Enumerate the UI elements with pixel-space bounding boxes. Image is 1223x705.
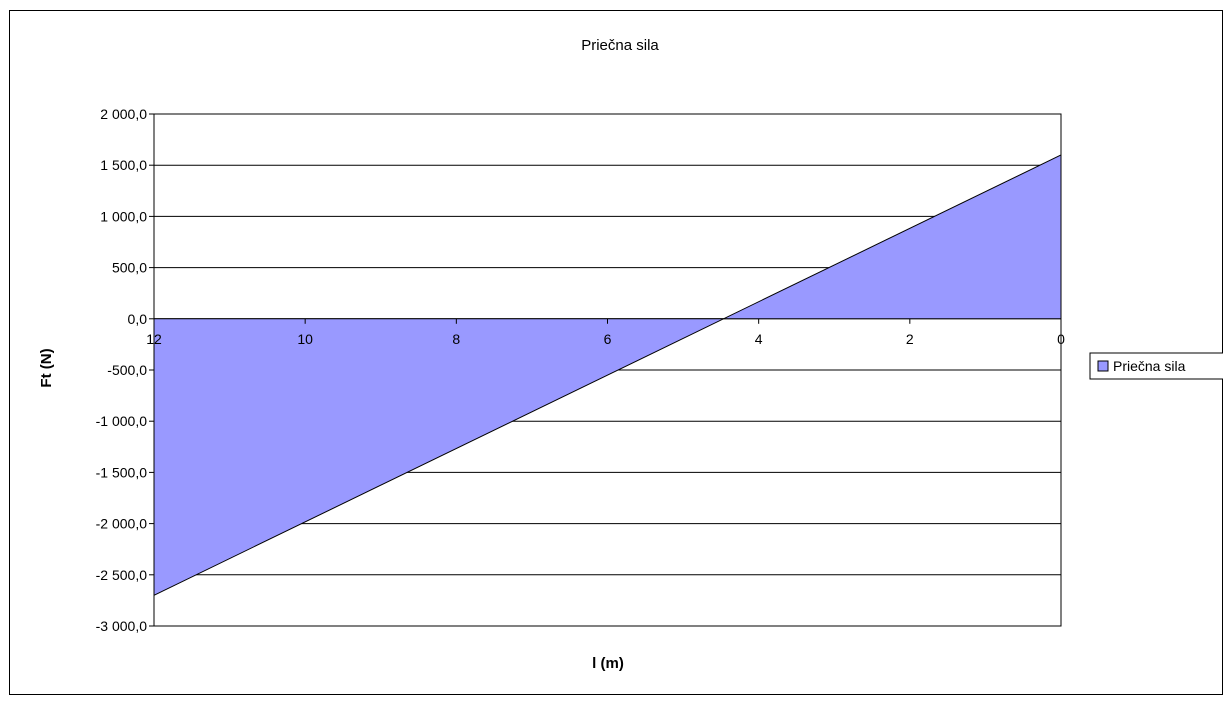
y-tick-label: 1 000,0 <box>100 208 147 224</box>
legend: Priečna sila <box>1090 353 1223 379</box>
y-axis-title: Ft (N) <box>38 348 55 387</box>
chart-title: Priečna sila <box>581 37 659 54</box>
y-tick-label: -1 000,0 <box>96 413 148 429</box>
y-tick-label: -2 000,0 <box>96 516 148 532</box>
x-tick-label: 12 <box>146 331 162 347</box>
y-tick-label: 500,0 <box>112 260 147 276</box>
x-axis-title: l (m) <box>592 655 624 672</box>
y-tick-label: 0,0 <box>128 311 148 327</box>
legend-swatch <box>1098 361 1108 371</box>
x-tick-label: 2 <box>906 331 914 347</box>
y-tick-label: -1 500,0 <box>96 464 148 480</box>
x-tick-label: 0 <box>1057 331 1065 347</box>
y-tick-label: -500,0 <box>107 362 147 378</box>
x-tick-label: 10 <box>297 331 313 347</box>
legend-label: Priečna sila <box>1113 358 1186 374</box>
y-tick-label: 1 500,0 <box>100 157 147 173</box>
y-tick-label: -2 500,0 <box>96 567 148 583</box>
plot-area: 2 000,0 1 500,0 1 000,0 500,0 0,0 -500,0 -1 00… <box>96 106 1065 634</box>
chart-frame: Priečna sila 2 000,0 1 500,0 1 000,0 500,0 0… <box>9 10 1223 705</box>
x-tick-label: 8 <box>452 331 460 347</box>
x-tick-label: 6 <box>604 331 612 347</box>
chart-svg: Priečna sila 2 000,0 1 500,0 1 000,0 500,0 0… <box>9 10 1223 705</box>
x-tick-label: 4 <box>755 331 763 347</box>
y-tick-label: 2 000,0 <box>100 106 147 122</box>
y-tick-label: -3 000,0 <box>96 618 148 634</box>
